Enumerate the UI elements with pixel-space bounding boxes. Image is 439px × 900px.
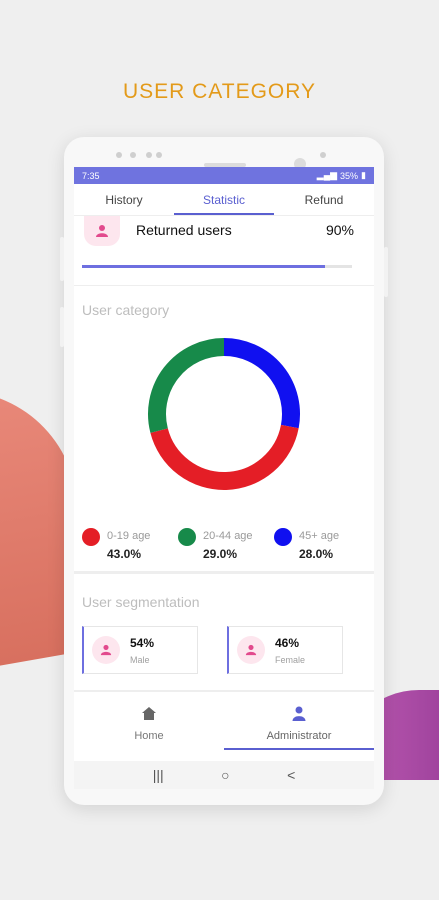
segment-label: Male [130,655,150,665]
legend-value: 29.0% [203,547,238,561]
returned-users-value: 90% [325,222,354,238]
donut-legend: 0-19 age 43.0% 20-44 age 29.0% 45+ age 2… [74,526,374,566]
user-icon [237,636,265,664]
segment-percent: 46% [275,636,300,650]
legend-label: 45+ age [299,530,340,542]
person-icon [292,706,306,721]
phone-top-bezel [64,147,384,170]
system-navigation-bar: ||| ○ < [74,761,374,789]
progress-fill [82,265,325,268]
signal-icon: ▂▄▆ [316,170,338,180]
legend-label: 20-44 age [203,530,253,542]
user-category-donut-chart [148,338,300,490]
user-segmentation-card: User segmentation 54% Male 46% Female [74,574,374,692]
bottom-navigation: Home Administrator [74,692,374,750]
recents-button[interactable]: ||| [152,767,164,783]
status-time: 7:35 [82,170,100,181]
phone-frame: 7:35 ▂▄▆ 35% ▮ History Statistic Refund … [60,137,388,805]
segment-male: 54% Male [82,626,198,674]
returned-users-card: Returned users 90% [74,216,374,286]
home-icon [142,707,156,720]
back-button[interactable]: < [287,767,296,783]
battery-level: 35% [340,170,359,181]
phone-side-button [60,307,64,347]
returned-users-label: Returned users [136,222,232,238]
sensor-dot [156,152,162,158]
tab-history[interactable]: History [105,193,143,207]
legend-value: 28.0% [299,547,334,561]
sensor-dot [116,152,122,158]
returned-users-progress [82,265,352,268]
tab-refund[interactable]: Refund [304,193,344,207]
user-segmentation-title: User segmentation [82,594,200,610]
legend-dot [274,528,292,546]
donut-segment-20-44-age [148,338,225,433]
legend-value: 43.0% [107,547,142,561]
tab-bar: History Statistic Refund [74,184,374,216]
nav-administrator-label: Administrator [266,730,332,742]
donut-segment-0-19-age [150,424,299,490]
system-home-button[interactable]: ○ [221,767,230,783]
nav-home[interactable]: Home [74,706,224,742]
sensor-dot [130,152,136,158]
user-icon [92,636,120,664]
page-headline: USER CATEGORY [122,80,317,103]
user-category-title: User category [82,302,170,318]
user-icon [84,216,120,246]
sensor-dot [320,152,326,158]
segment-label: Female [275,655,306,665]
legend-label: 0-19 age [107,530,151,542]
segment-female: 46% Female [227,626,343,674]
earpiece-speaker [204,163,246,167]
nav-home-label: Home [134,730,164,742]
phone-side-button [384,247,388,297]
active-tab-indicator [174,213,274,215]
user-category-card: User category 0-19 age 43.0% 20-44 age 2… [74,286,374,574]
app-screen: 7:35 ▂▄▆ 35% ▮ History Statistic Refund … [74,167,374,789]
legend-dot [82,528,100,546]
active-nav-indicator [224,748,374,750]
donut-segment-45+-age [223,338,300,429]
battery-icon: ▮ [361,170,366,180]
phone-side-button [60,237,64,281]
segment-percent: 54% [130,636,155,650]
status-bar: 7:35 ▂▄▆ 35% ▮ [74,167,374,184]
nav-administrator[interactable]: Administrator [224,706,374,742]
legend-dot [178,528,196,546]
sensor-dot [146,152,152,158]
tab-statistic[interactable]: Statistic [202,193,245,207]
